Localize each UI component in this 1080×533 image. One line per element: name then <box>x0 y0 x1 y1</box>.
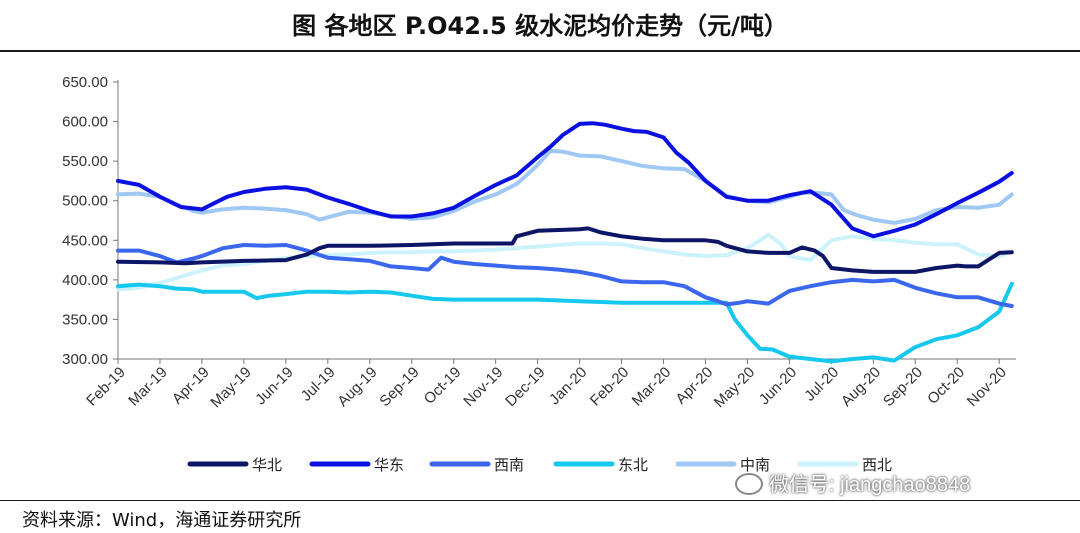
y-tick-label: 550.00 <box>62 153 108 170</box>
x-tick-label: Feb-19 <box>83 364 129 410</box>
series-line-4 <box>116 281 1014 364</box>
x-tick-label: Jun-20 <box>756 364 800 408</box>
x-tick-label: Oct-20 <box>924 364 968 408</box>
y-tick-label: 300.00 <box>62 351 108 368</box>
watermark-text: 微信号: jiangchao8848 <box>769 474 971 496</box>
y-tick-label: 400.00 <box>62 272 108 289</box>
chart-title: 图 各地区 P.O42.5 级水泥均价走势（元/吨） <box>292 12 788 40</box>
x-tick-label: May-20 <box>711 364 758 411</box>
x-tick-label: Dec-19 <box>502 364 548 410</box>
wechat-watermark: 微信号: jiangchao8848 <box>735 468 970 497</box>
y-tick-label: 500.00 <box>62 193 108 210</box>
x-tick-label: Jan-20 <box>546 364 590 408</box>
legend-label: 中南 <box>740 456 770 474</box>
x-tick-label: May-19 <box>207 364 254 411</box>
legend-label: 西北 <box>862 456 892 474</box>
series-line-1 <box>116 226 1014 274</box>
axes: 650.00 600.00 550.00 500.00 450.00 400.00 350.… <box>62 74 1016 411</box>
legend: 华北 华东 西南 东北 中南 西北 <box>187 456 892 474</box>
x-tick-label: Apr-19 <box>169 364 213 408</box>
x-tick-label: Nov-19 <box>460 364 506 410</box>
x-tick-label: Sep-20 <box>880 364 926 410</box>
y-tick-label: 600.00 <box>62 114 108 131</box>
legend-label: 西南 <box>494 456 524 474</box>
x-tick-label: Sep-19 <box>376 364 422 410</box>
chart-area: 650.00 600.00 550.00 500.00 450.00 400.00 350.… <box>62 74 1016 474</box>
x-tick-label: Oct-19 <box>421 364 465 408</box>
x-tick-label: Nov-20 <box>964 364 1010 410</box>
x-tick-label: Jul-19 <box>298 364 339 405</box>
series-line-3 <box>116 243 1014 308</box>
legend-label: 华北 <box>252 456 282 474</box>
wechat-icon <box>735 472 763 495</box>
x-tick-label: Mar-19 <box>125 364 171 410</box>
x-tick-label: Jun-19 <box>252 364 296 408</box>
y-tick-label: 650.00 <box>62 74 108 91</box>
x-tick-label: Feb-20 <box>587 364 633 410</box>
x-tick-label: Aug-19 <box>334 364 380 410</box>
source-note: 资料来源：Wind，海通证券研究所 <box>22 510 302 531</box>
legend-label: 东北 <box>618 456 648 474</box>
legend-label: 华东 <box>374 456 404 474</box>
x-tick-label: Jul-20 <box>801 364 842 405</box>
series-line-2 <box>116 121 1014 239</box>
series-lines <box>116 121 1014 364</box>
x-tick-label: Mar-20 <box>629 364 675 410</box>
y-tick-label: 350.00 <box>62 311 108 328</box>
y-tick-label: 450.00 <box>62 232 108 249</box>
footer-divider <box>0 500 1080 501</box>
series-line-5 <box>116 148 1014 225</box>
title-divider <box>0 50 1080 52</box>
x-tick-label: Apr-20 <box>672 364 716 408</box>
x-tick-label: Aug-20 <box>838 364 884 410</box>
